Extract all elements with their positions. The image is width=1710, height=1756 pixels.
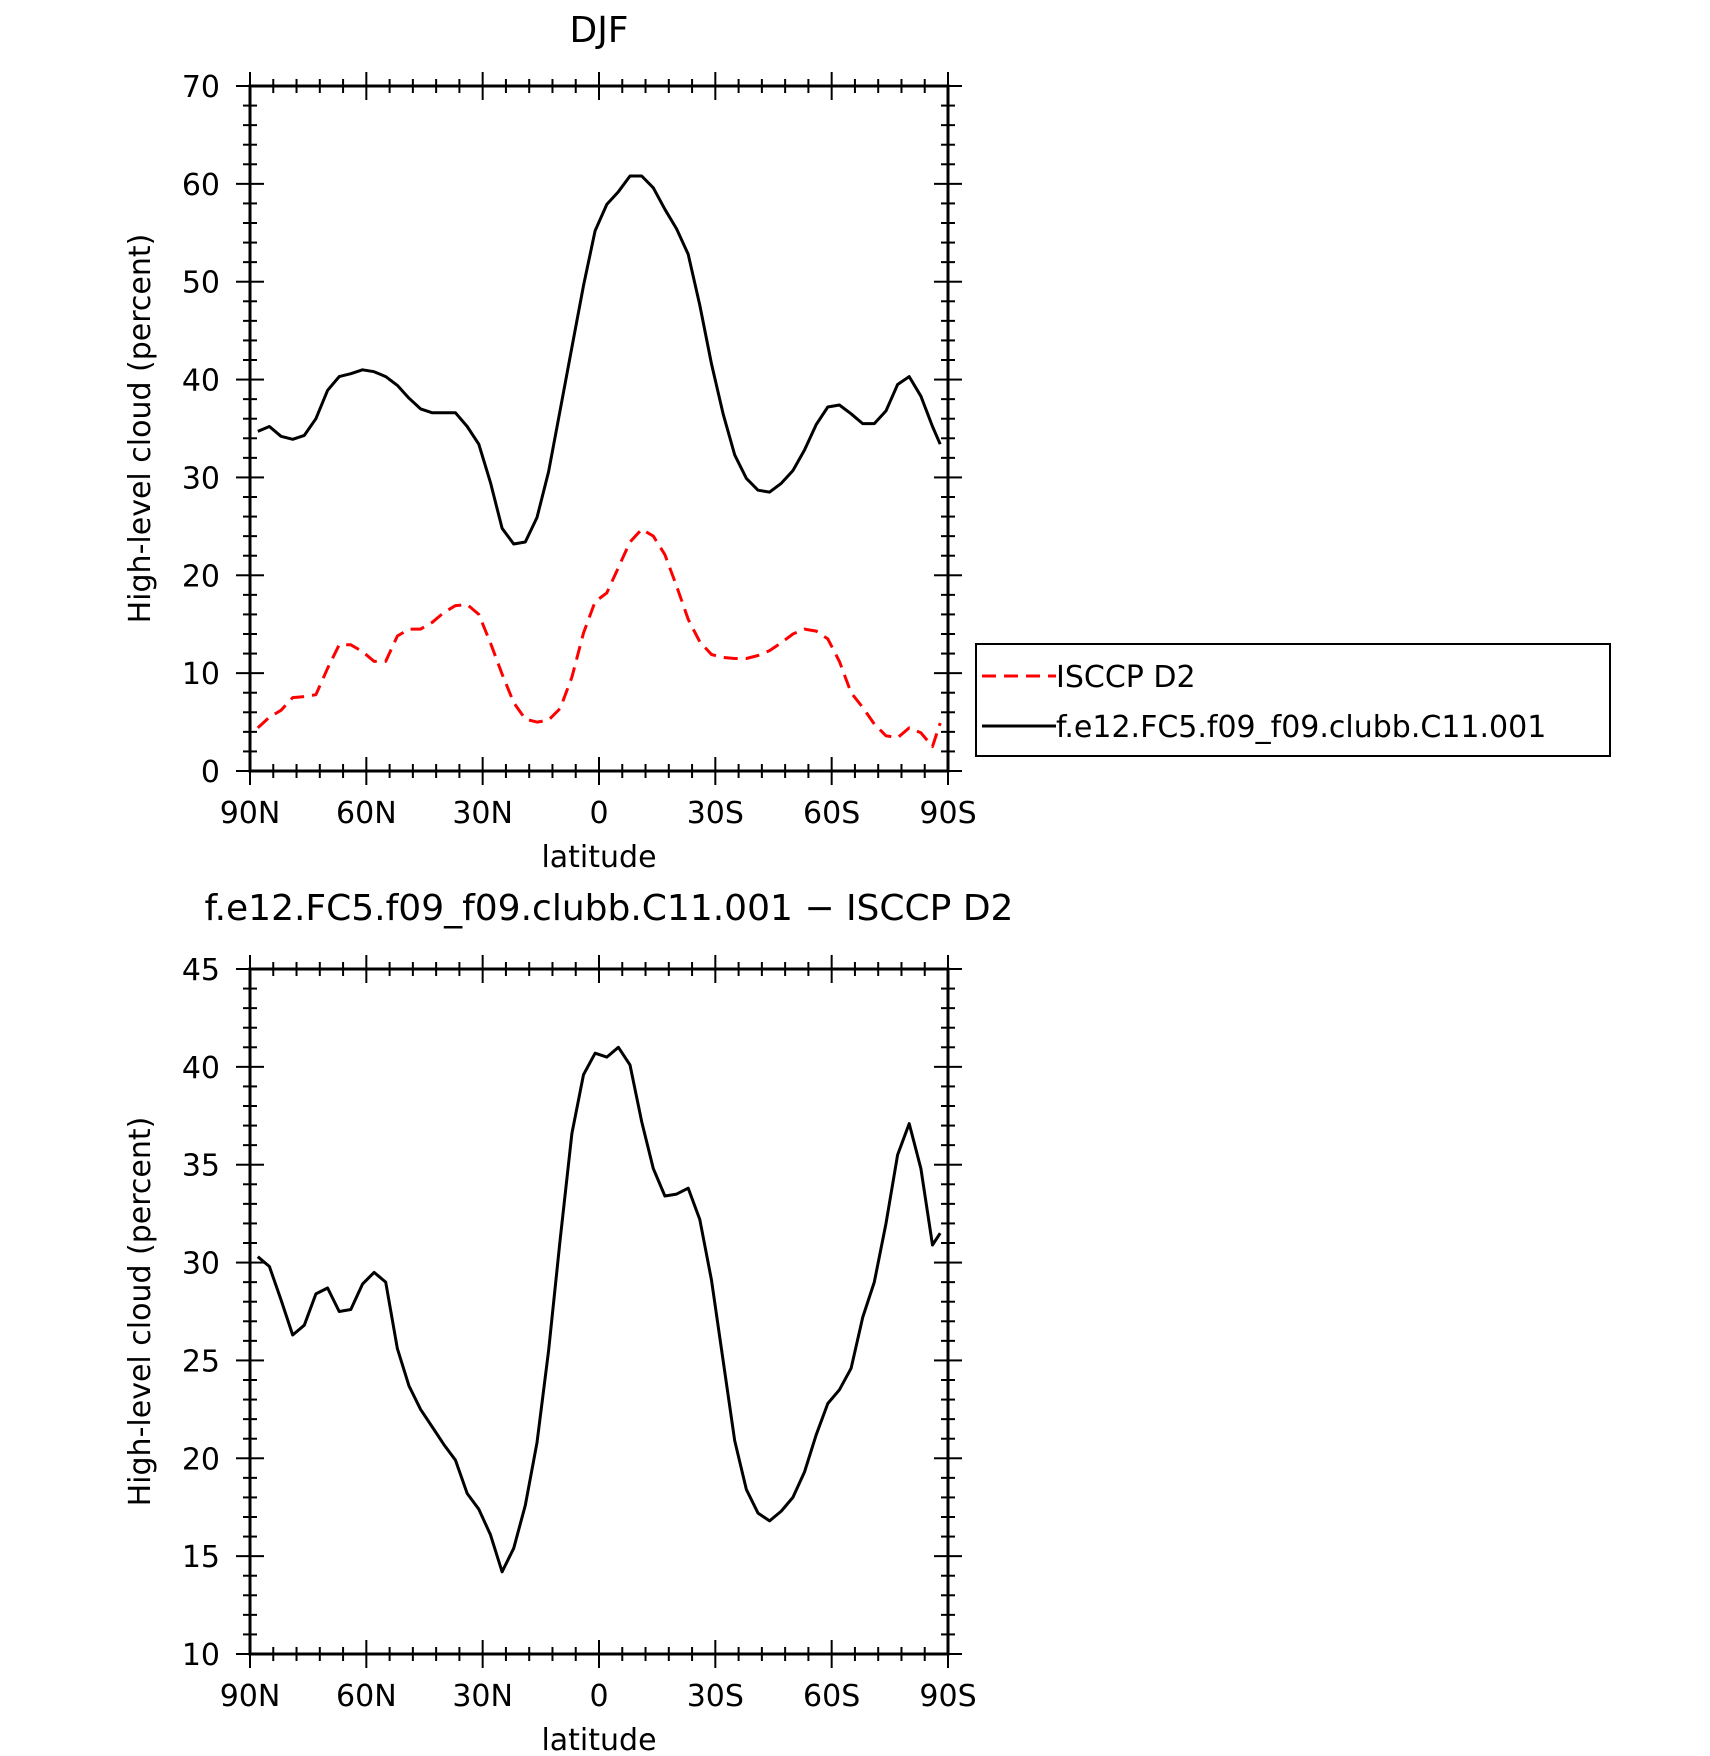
bottom-ytick-label: 20 <box>182 1442 220 1477</box>
top-series <box>256 174 942 748</box>
bottom-ytick-label: 15 <box>182 1540 220 1575</box>
bottom-ytick-label: 35 <box>182 1149 220 1184</box>
bottom-xtick-label: 0 <box>589 1679 608 1714</box>
top-ytick-label: 0 <box>201 755 220 790</box>
top-y-axis-title: High-level cloud (percent) <box>123 234 158 624</box>
bottom-ytick-label: 10 <box>182 1638 220 1673</box>
top-ytick-label: 50 <box>182 266 220 301</box>
bottom-xtick-label: 60S <box>803 1679 860 1714</box>
top-xtick-label: 0 <box>589 796 608 831</box>
top-xtick-label: 30N <box>452 796 513 831</box>
top-x-axis-title: latitude <box>541 840 656 875</box>
top-plot-frame <box>248 84 950 773</box>
bottom-ytick-label: 30 <box>182 1247 220 1282</box>
top-ytick-label: 30 <box>182 461 220 496</box>
top-ytick-label: 20 <box>182 559 220 594</box>
top-panel-title: DJF <box>569 10 628 51</box>
bottom-series <box>256 1045 942 1574</box>
legend-label-isccp: ISCCP D2 <box>1056 660 1196 695</box>
bottom-ytick-label: 25 <box>182 1344 220 1379</box>
bottom-series-line-0 <box>256 1045 942 1574</box>
bottom-xtick-label: 90S <box>919 1679 976 1714</box>
bottom-xtick-label: 60N <box>336 1679 397 1714</box>
bottom-xtick-label: 30S <box>687 1679 744 1714</box>
bottom-xtick-label: 90N <box>220 1679 281 1714</box>
top-ytick-label: 10 <box>182 657 220 692</box>
bottom-xtick-label: 30N <box>452 1679 513 1714</box>
top-ytick-label: 40 <box>182 364 220 399</box>
legend: ISCCP D2 f.e12.FC5.f09_f09.clubb.C11.001 <box>975 643 1611 757</box>
bottom-ytick-label: 45 <box>182 953 220 988</box>
top-xtick-label: 90N <box>220 796 281 831</box>
bottom-x-axis-title: latitude <box>541 1723 656 1756</box>
top-ticks: 0 10 20 30 40 50 60 70 90N 60N 30N 0 30S 60S 90S <box>182 70 977 831</box>
top-series-line-0 <box>256 527 942 748</box>
legend-label-model: f.e12.FC5.f09_f09.clubb.C11.001 <box>1056 710 1546 745</box>
bottom-panel-title: f.e12.FC5.f09_f09.clubb.C11.001 − ISCCP … <box>205 888 1014 929</box>
bottom-y-axis-title: High-level cloud (percent) <box>123 1117 158 1507</box>
top-ytick-label: 60 <box>182 168 220 203</box>
bottom-ticks: 10 15 20 25 30 35 40 45 90N 60N 30N 0 30S 60S 90S <box>182 953 977 1714</box>
bottom-ytick-label: 40 <box>182 1051 220 1086</box>
top-xtick-label: 60N <box>336 796 397 831</box>
legend-box <box>975 643 1611 757</box>
top-panel-djf: DJF latitude High-level cloud (percent) … <box>123 10 977 875</box>
bottom-plot-frame <box>248 967 950 1656</box>
top-ytick-label: 70 <box>182 70 220 105</box>
top-xtick-label: 90S <box>919 796 976 831</box>
bottom-panel-difference: f.e12.FC5.f09_f09.clubb.C11.001 − ISCCP … <box>123 888 1013 1756</box>
top-xtick-label: 60S <box>803 796 860 831</box>
top-series-line-1 <box>257 174 942 546</box>
top-xtick-label: 30S <box>687 796 744 831</box>
